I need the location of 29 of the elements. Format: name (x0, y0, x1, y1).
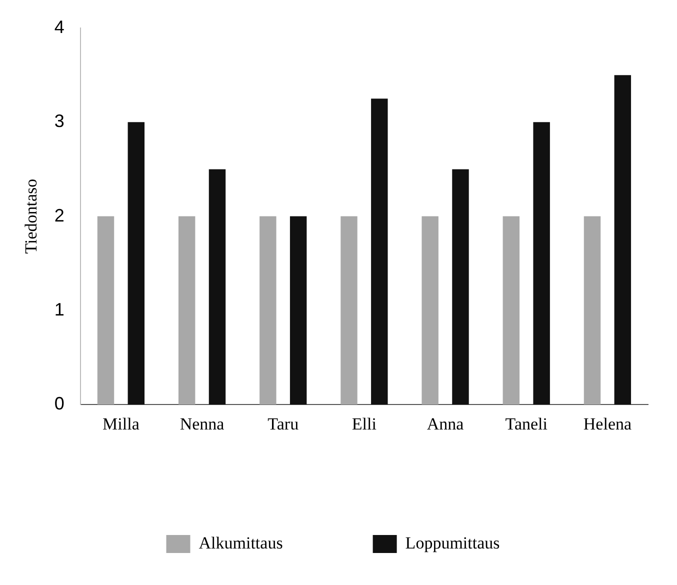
y-tick-label: 1 (54, 299, 64, 320)
bar (208, 169, 226, 405)
bar (260, 216, 276, 405)
bar (452, 169, 469, 405)
bar (178, 216, 196, 405)
y-tick-label: 3 (54, 111, 64, 132)
y-tick-label: 4 (54, 16, 64, 37)
bar (614, 75, 632, 405)
x-tick-label: Taru (268, 414, 300, 434)
x-tick-label: Helena (583, 414, 632, 434)
bar (422, 216, 438, 405)
y-tick-label: 0 (54, 394, 64, 414)
x-tick-label: Elli (352, 414, 377, 434)
bar (533, 122, 550, 405)
x-tick-label: Nenna (180, 414, 225, 434)
bar (502, 216, 520, 405)
x-tick-label: Taneli (505, 414, 548, 434)
bar (290, 216, 307, 405)
bar (340, 216, 358, 405)
x-tick-label: Milla (102, 414, 140, 434)
y-axis-title: Tiedontaso (22, 178, 41, 254)
legend-label: Alkumittaus (198, 533, 283, 552)
bar (128, 122, 145, 405)
legend-label: Loppumittaus (405, 533, 500, 552)
bar (584, 216, 601, 405)
y-tick-label: 2 (54, 205, 64, 226)
bar (371, 98, 388, 405)
bar (97, 216, 114, 405)
x-tick-label: Anna (426, 414, 464, 434)
